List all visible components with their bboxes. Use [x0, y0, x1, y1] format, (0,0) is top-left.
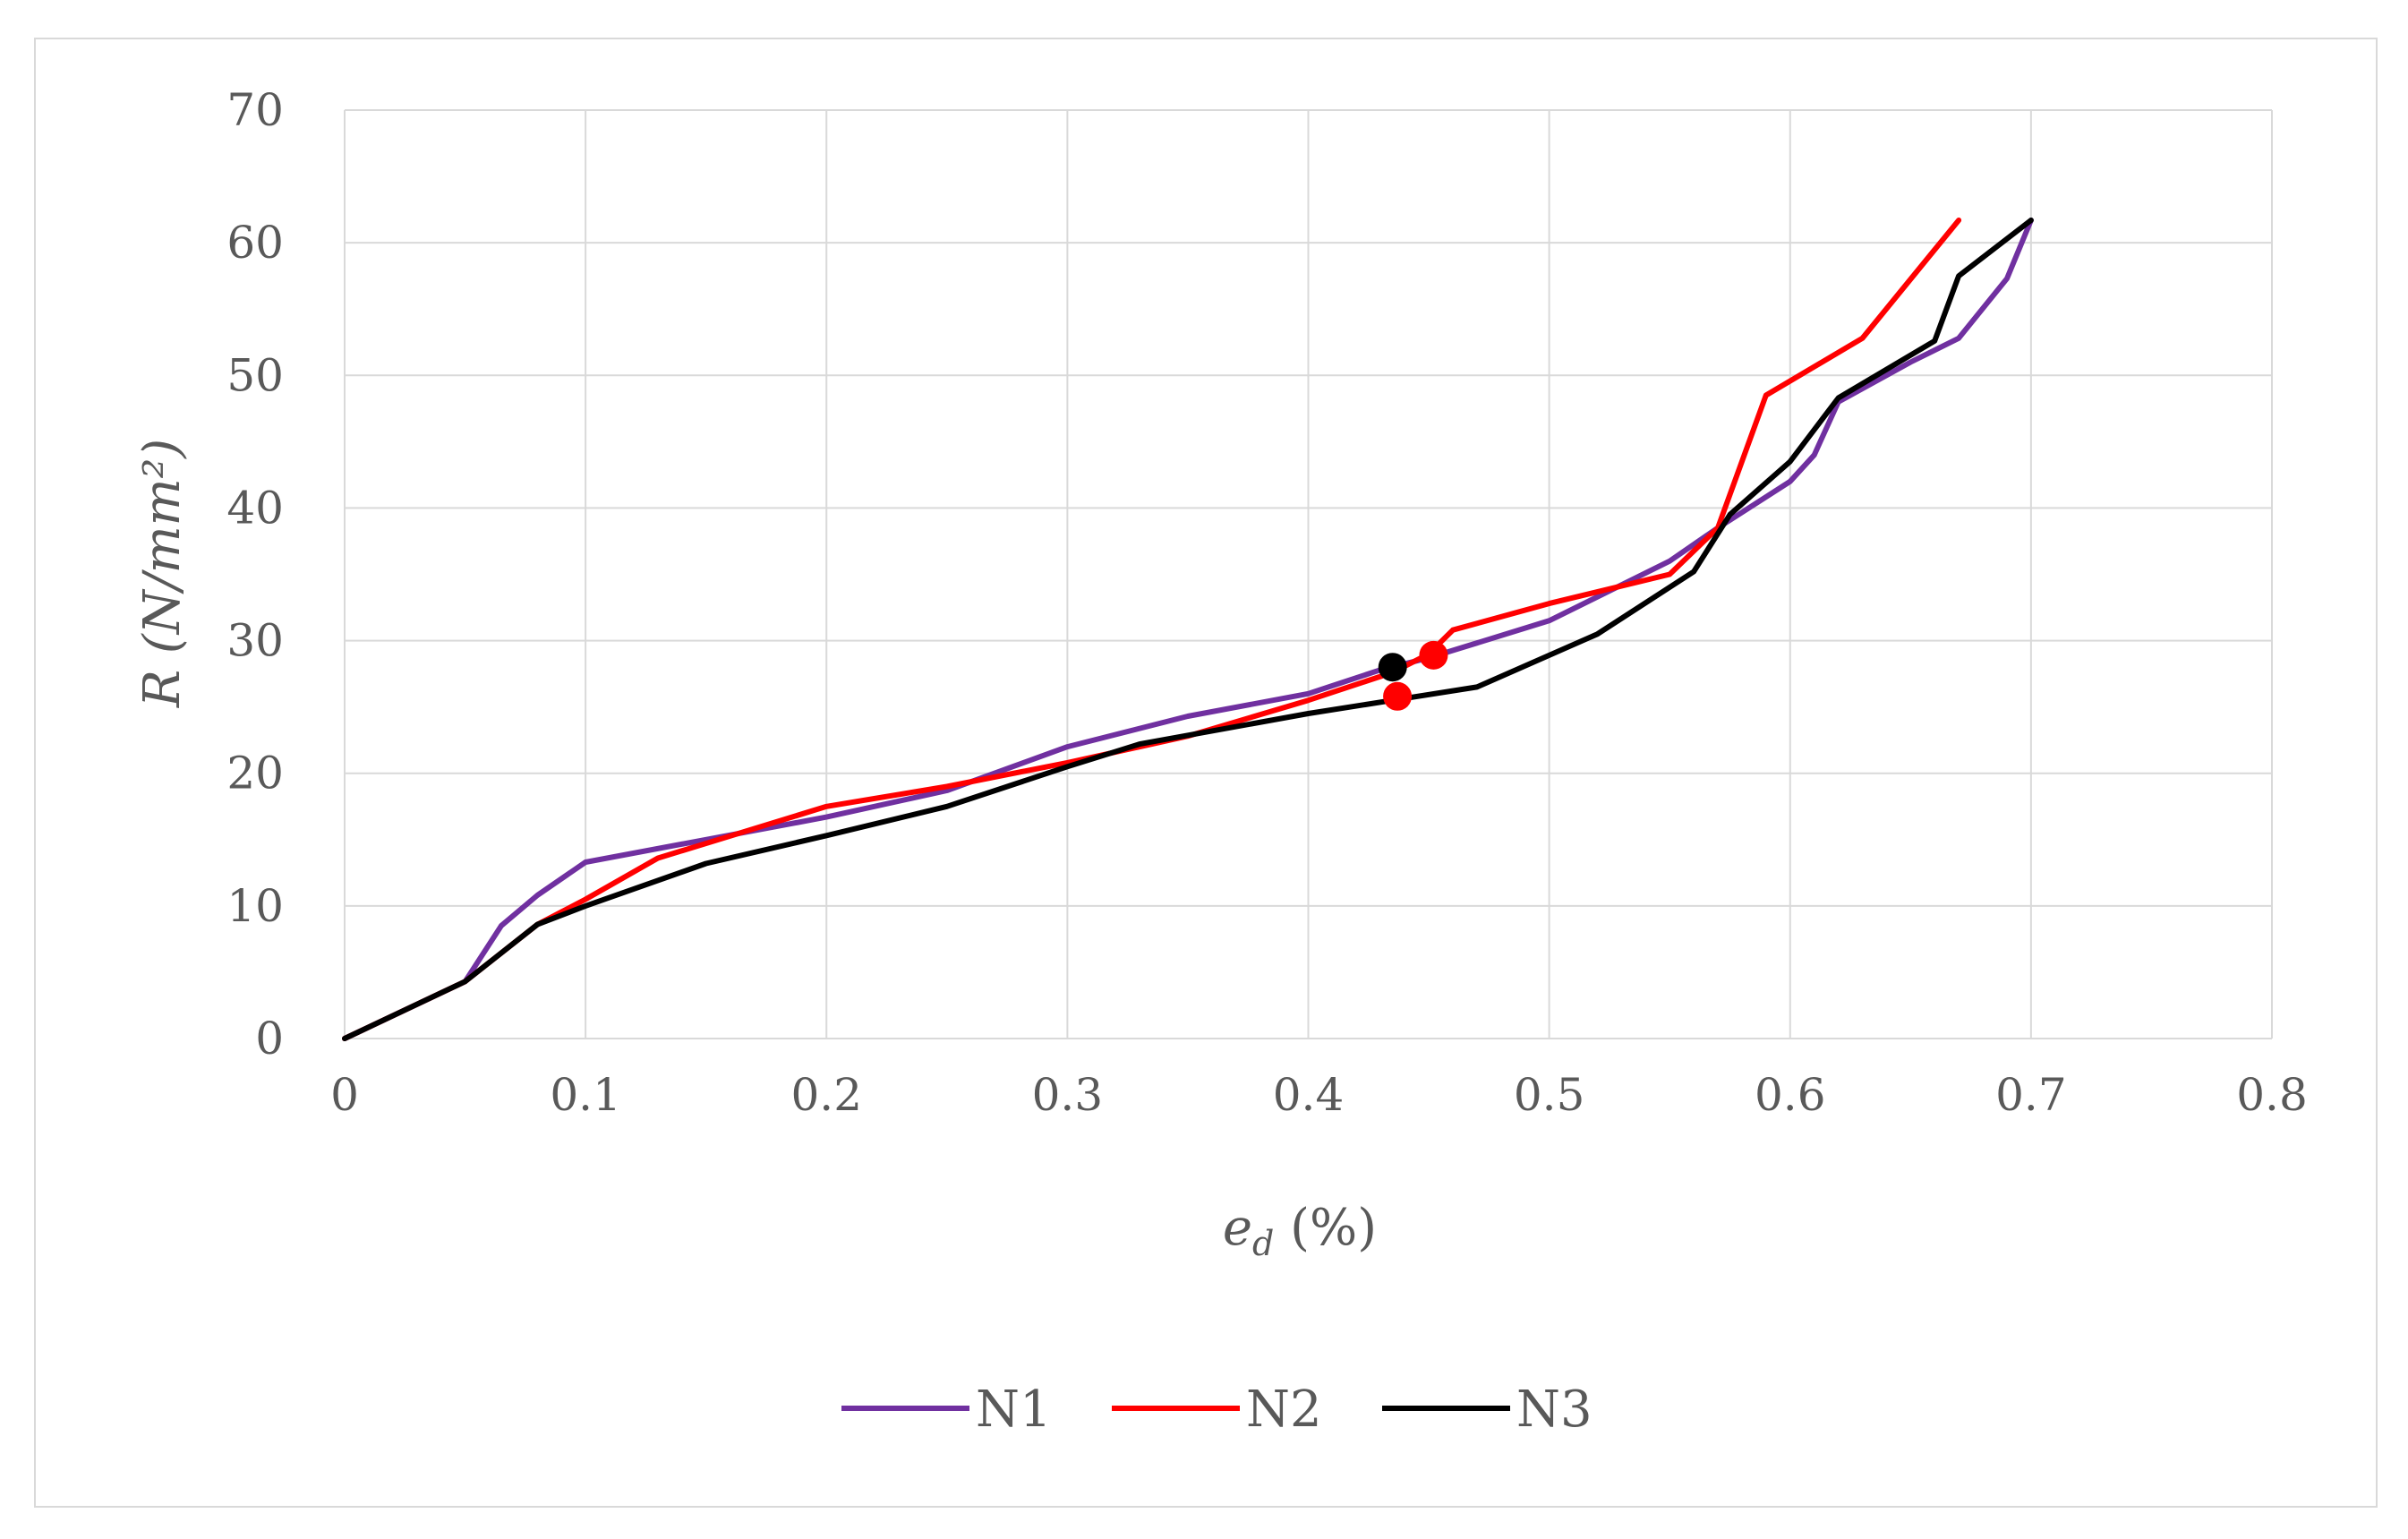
y-tick-label: 20: [226, 748, 284, 799]
y-axis-title: R (N/mm²): [133, 439, 192, 708]
legend: N1 N2 N3: [841, 1381, 1593, 1439]
y-tick-label: 70: [226, 84, 284, 136]
series-line-n1: [342, 218, 2034, 1041]
x-tick-label: 0: [330, 1069, 359, 1121]
marker-point: [1419, 640, 1448, 670]
x-axis-title-sub: d: [1252, 1224, 1274, 1263]
x-tick-label: 0.4: [1273, 1069, 1345, 1121]
y-tick-label: 10: [226, 880, 284, 932]
series-line-n3: [342, 218, 2034, 1041]
series-line-n2: [342, 218, 1962, 1041]
marker-points: [1378, 640, 1448, 711]
legend-label-n2: N2: [1246, 1381, 1322, 1439]
y-tick-label: 50: [226, 349, 284, 401]
x-tick-label: 0.8: [2236, 1069, 2308, 1121]
marker-point: [1383, 681, 1413, 711]
y-tick-label: 30: [226, 615, 284, 667]
marker-point: [1378, 653, 1407, 682]
x-tick-label: 0.2: [790, 1069, 862, 1121]
series-lines: [342, 218, 2034, 1041]
tick-labels: 0 0.1 0.2 0.3 0.4 0.5 0.6 0.7 0.8 0 10 20 30 40 50 60 70: [226, 84, 2307, 1121]
x-axis-title: ed (%): [1223, 1199, 1377, 1263]
y-tick-label: 40: [226, 482, 284, 534]
x-tick-label: 0.3: [1032, 1069, 1104, 1121]
legend-label-n3: N3: [1516, 1381, 1593, 1439]
x-tick-label: 0.6: [1755, 1069, 1826, 1121]
x-axis-title-rest: (%): [1274, 1199, 1377, 1257]
y-tick-label: 60: [226, 217, 284, 269]
x-tick-label: 0.1: [550, 1069, 621, 1121]
x-axis-title-main: e: [1223, 1199, 1252, 1257]
x-tick-label: 0.5: [1514, 1069, 1585, 1121]
legend-label-n1: N1: [976, 1381, 1052, 1439]
grid-lines: [344, 109, 2273, 1039]
y-tick-label: 0: [255, 1013, 284, 1064]
x-tick-label: 0.7: [1995, 1069, 2067, 1121]
